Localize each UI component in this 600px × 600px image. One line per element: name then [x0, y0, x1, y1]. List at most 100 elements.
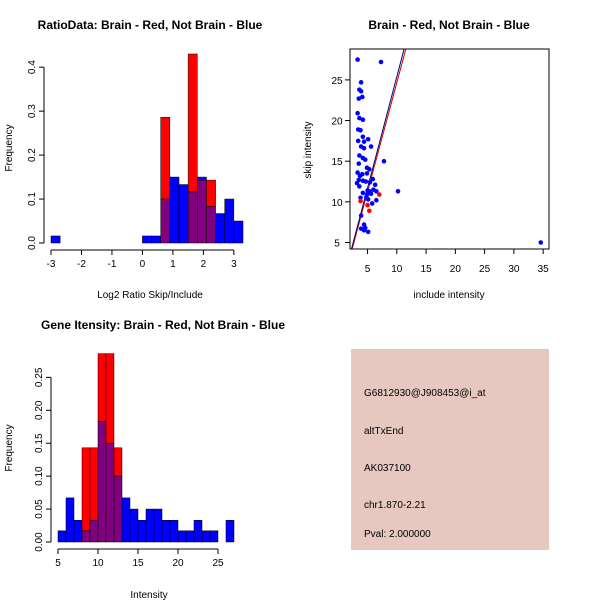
scatter-title: Brain - Red, Not Brain - Blue — [368, 18, 530, 32]
bar-blue — [169, 176, 180, 244]
scatter-point-blue — [361, 228, 367, 233]
scatter-point-blue — [368, 144, 374, 149]
scatter-point-blue — [362, 157, 368, 162]
bar-blue — [169, 520, 179, 543]
x-tick-label: 10 — [92, 558, 104, 569]
bar-blue — [178, 184, 189, 244]
y-tick-label: 0.10 — [34, 466, 45, 486]
scatter-point-blue — [372, 182, 378, 188]
scatter-point-blue — [360, 117, 366, 123]
scatter-point-blue — [355, 110, 360, 116]
bar-red — [160, 117, 171, 200]
gene-intensity-xlabel: Intensity — [130, 590, 167, 600]
y-tick-label: 0.2 — [27, 148, 38, 162]
scatter-point-blue — [367, 167, 372, 172]
scatter-point-blue — [365, 197, 371, 202]
ratio-histogram-xlabel: Log2 Ratio Skip/Include — [97, 290, 203, 301]
scatter-point-blue — [355, 170, 360, 175]
location-text: chr1.870-2.21 — [364, 500, 426, 511]
fit-line — [350, 49, 405, 249]
fit-line — [351, 49, 407, 249]
info-panel: G6812930@J908453@i_at altTxEnd AK037100 … — [351, 349, 549, 550]
scatter-point-red — [376, 192, 382, 197]
bar-overlap — [160, 198, 171, 244]
accession-text: AK037100 — [364, 463, 411, 474]
scatter-ylabel: skip intensity — [303, 121, 314, 178]
x-tick-label: 20 — [450, 264, 462, 275]
bar-blue — [142, 235, 152, 244]
x-tick-label: 30 — [508, 264, 520, 275]
bar-blue — [73, 520, 83, 543]
scatter-point-blue — [378, 59, 384, 65]
bar-blue — [153, 508, 163, 543]
x-tick-label: 0 — [140, 259, 146, 270]
bar-blue — [121, 497, 131, 543]
bar-blue — [185, 530, 195, 543]
x-tick-label: 2 — [201, 259, 207, 270]
bar-blue — [177, 530, 187, 543]
ratio-histogram-ylabel: Frequency — [4, 124, 15, 171]
ratio-histogram-bars — [50, 53, 244, 244]
bar-blue — [209, 530, 219, 543]
bar-blue — [233, 220, 244, 244]
y-tick-label: 0.05 — [34, 499, 45, 519]
scatter-point-blue — [358, 213, 364, 218]
scatter-point-red — [367, 208, 372, 214]
gene-intensity-bars — [57, 353, 235, 543]
x-tick-label: -3 — [47, 259, 56, 270]
ratio-histogram-panel: RatioData: Brain - Red, Not Brain - Blue… — [4, 18, 263, 301]
event-type-text: altTxEnd — [364, 426, 403, 437]
y-tick-label: 0.00 — [34, 532, 45, 552]
ratio-histogram-title: RatioData: Brain - Red, Not Brain - Blue — [38, 18, 263, 32]
scatter-point-blue — [395, 188, 401, 194]
scatter-point-blue — [374, 188, 379, 194]
scatter-point-blue — [381, 158, 387, 164]
y-tick-label: 0.15 — [34, 433, 45, 453]
scatter-point-blue — [369, 201, 375, 206]
bar-red — [81, 447, 91, 532]
scatter-plot-frame — [349, 48, 550, 250]
scatter-point-blue — [357, 115, 362, 121]
y-tick-label: 10 — [331, 198, 343, 209]
bar-overlap — [81, 530, 91, 543]
bar-blue — [224, 198, 235, 244]
bar-blue — [225, 520, 235, 543]
scatter-point-blue — [358, 195, 363, 201]
intensity-scatter-panel: Brain - Red, Not Brain - Blue 5 10 15 20 25 3… — [303, 18, 550, 301]
scatter-point-blue — [374, 197, 379, 203]
scatter-point-blue — [355, 57, 360, 62]
scatter-point-red — [365, 202, 370, 208]
x-tick-label: 25 — [212, 558, 224, 569]
scatter-point-blue — [356, 161, 362, 166]
y-tick-label: 0.0 — [27, 236, 38, 250]
scatter-point-blue — [361, 139, 367, 144]
x-tick-label: 5 — [365, 264, 371, 275]
bar-red — [105, 353, 115, 444]
x-tick-label: 15 — [421, 264, 433, 275]
y-tick-label: 0.1 — [27, 192, 38, 206]
bar-red — [89, 447, 99, 521]
scatter-point-blue — [355, 138, 361, 144]
bar-overlap — [206, 206, 216, 244]
x-tick-label: 15 — [132, 558, 144, 569]
scatter-axes: 5 10 15 20 25 30 35 5 10 15 20 25 — [331, 76, 549, 275]
bar-blue — [161, 520, 171, 543]
ratio-histogram-axes: -3 -2 -1 0 1 2 3 0.0 0.1 0.2 0.3 0.4 — [27, 60, 237, 270]
bar-blue — [50, 235, 61, 244]
scatter-point-blue — [370, 176, 376, 182]
bar-blue — [151, 235, 161, 244]
y-tick-label: 0.3 — [27, 104, 38, 118]
bar-blue — [137, 520, 147, 543]
bar-overlap — [197, 179, 207, 244]
x-tick-label: 5 — [55, 558, 61, 569]
x-tick-label: -1 — [107, 259, 116, 270]
bar-red — [97, 353, 107, 422]
x-tick-label: 1 — [170, 259, 176, 270]
y-tick-label: 20 — [331, 117, 343, 128]
y-tick-label: 0.25 — [34, 367, 45, 387]
scatter-point-blue — [359, 171, 365, 177]
scatter-point-blue — [359, 94, 365, 100]
x-tick-label: 35 — [538, 264, 550, 275]
bar-red — [113, 447, 123, 477]
